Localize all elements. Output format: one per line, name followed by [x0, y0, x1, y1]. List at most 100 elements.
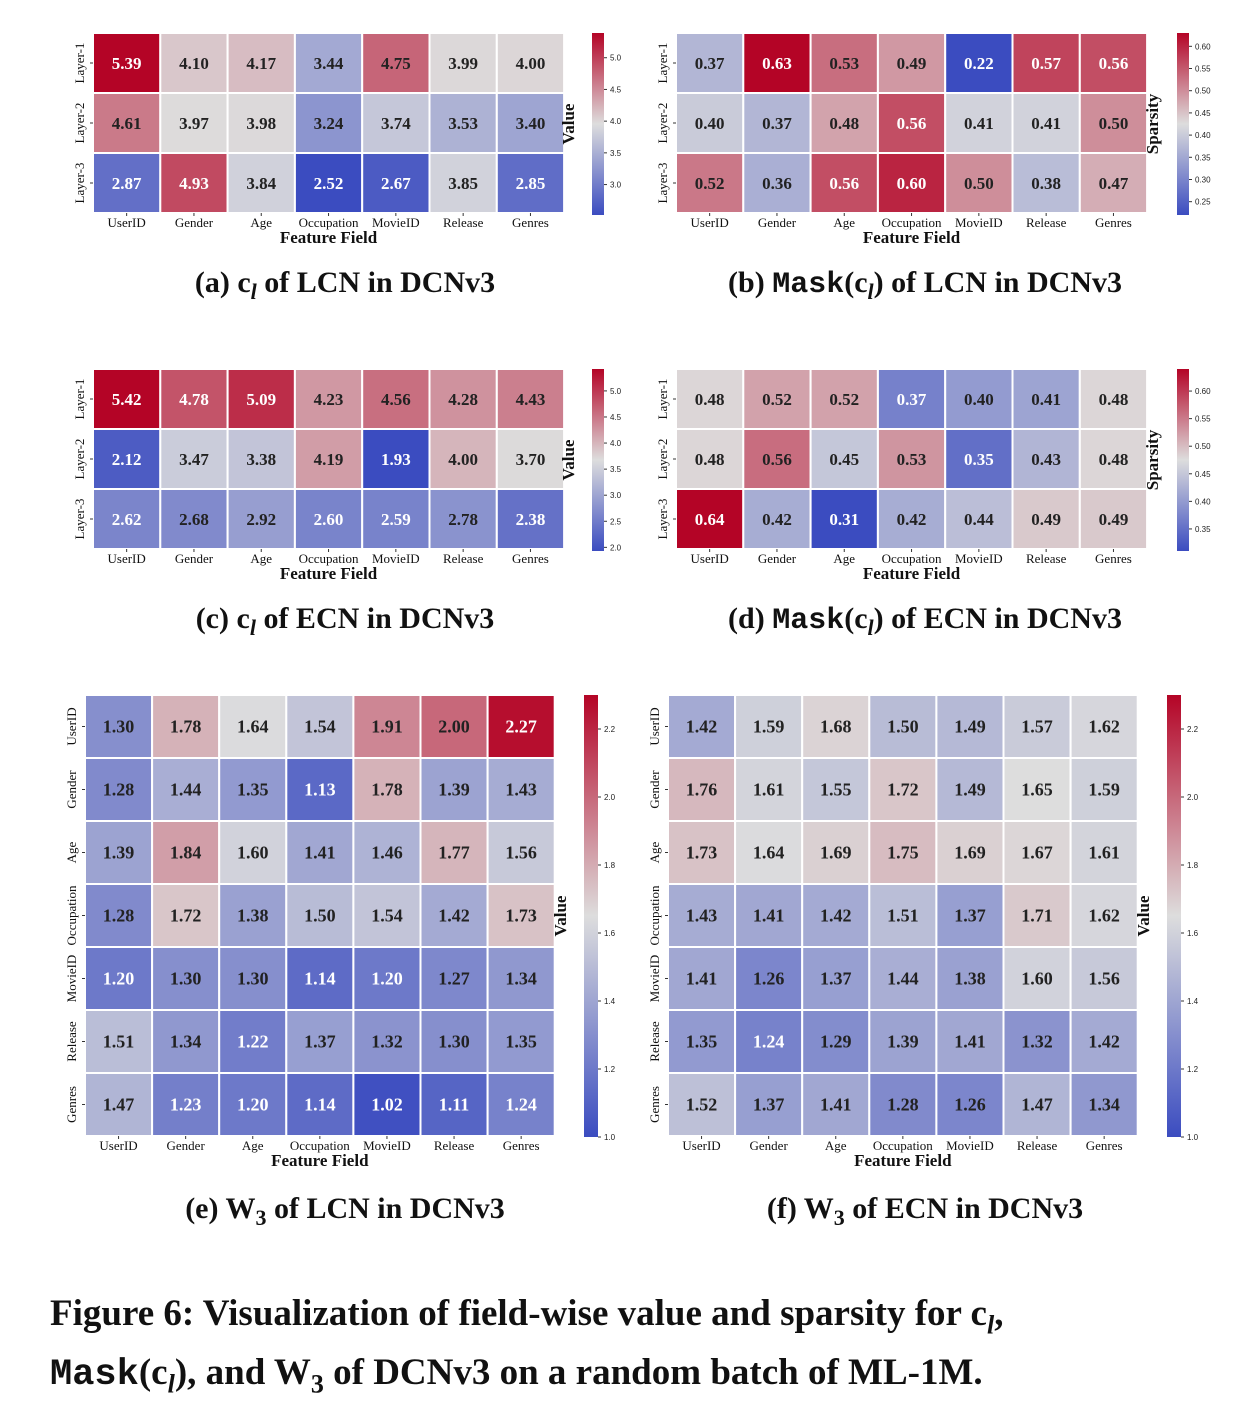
cell-value-label: 3.74: [381, 114, 411, 133]
cell-value-label: 1.72: [887, 780, 919, 800]
heatmap-cell: [742, 152, 812, 214]
cell-value-label: 1.23: [170, 1095, 202, 1115]
y-tick-label: Layer-1: [655, 379, 670, 420]
colorbar-tick-label: 0.60: [1195, 42, 1211, 51]
caption-b-mid: (c: [844, 266, 868, 299]
cell-value-label: 1.28: [103, 780, 135, 800]
cell-value-label: 2.60: [314, 510, 344, 529]
cell-value-label: 1.91: [371, 717, 403, 737]
heatmap-cell: [1069, 883, 1139, 948]
cell-value-label: 0.53: [829, 54, 859, 73]
caption-c-suffix: of ECN in DCNv3: [255, 602, 495, 635]
x-tick-label: Genres: [1095, 551, 1132, 566]
cell-value-label: 0.53: [897, 450, 927, 469]
cell-value-label: 1.43: [686, 906, 718, 926]
heatmap-cell: [419, 1009, 489, 1074]
cell-value-label: 1.44: [887, 969, 919, 989]
cell-value-label: 3.99: [448, 54, 478, 73]
cell-value-label: 1.30: [237, 969, 269, 989]
cell-value-label: 1.51: [103, 1032, 135, 1052]
colorbar-tick-label: 0.55: [1195, 415, 1211, 424]
x-tick-label: Gender: [167, 1138, 206, 1153]
cell-value-label: 1.39: [438, 780, 470, 800]
cell-value-label: 0.47: [1099, 174, 1129, 193]
heatmap-f: 1.42 1.59 1.68 1.50 1.49 1.57 1.62 1.76 1.61 1.55…: [647, 694, 1199, 1170]
heatmap-cell: [876, 428, 947, 490]
heatmap-cell: [419, 820, 489, 885]
cell-value-label: 1.47: [1021, 1095, 1053, 1115]
cell-value-label: 1.28: [103, 906, 135, 926]
caption-d-suffix: ) of ECN in DCNv3: [873, 602, 1122, 635]
cell-value-label: 1.78: [170, 717, 202, 737]
heatmap-cell: [151, 946, 221, 1011]
caption-e: (e) W3 of LCN in DCNv3: [20, 1192, 670, 1231]
cell-value-label: 0.49: [1099, 510, 1129, 529]
x-tick-label: MovieID: [372, 215, 420, 230]
cell-value-label: 0.64: [695, 510, 725, 529]
colorbar-tick-label: 3.0: [610, 491, 622, 500]
y-tick-label: Layer-3: [655, 163, 670, 204]
heatmap-cell: [151, 757, 221, 822]
y-tick-label: Layer-3: [72, 163, 87, 204]
heatmap-cell: [944, 368, 1014, 430]
cell-value-label: 3.70: [516, 450, 546, 469]
cell-value-label: 1.37: [954, 906, 986, 926]
cell-value-label: 1.62: [1088, 906, 1120, 926]
heatmap-cell: [218, 946, 288, 1011]
caption-d-mid: (c: [844, 602, 868, 635]
x-tick-label: UserID: [691, 551, 729, 566]
cell-value-label: 4.56: [381, 390, 411, 409]
heatmap-cell: [1002, 1009, 1072, 1074]
cell-value-label: 1.32: [1021, 1032, 1053, 1052]
colorbar-tick-label: 0.40: [1195, 131, 1211, 140]
cell-value-label: 3.40: [516, 114, 546, 133]
colorbar-tick-label: 0.35: [1195, 525, 1211, 534]
cell-value-label: 1.14: [304, 1095, 336, 1115]
cell-value-label: 1.49: [954, 780, 986, 800]
cell-value-label: 1.42: [1088, 1032, 1120, 1052]
colorbar-tick-label: 1.0: [1187, 1133, 1199, 1142]
x-tick-label: Genres: [1086, 1138, 1123, 1153]
cell-value-label: 0.48: [1099, 450, 1129, 469]
x-axis-title: Feature Field: [863, 228, 961, 247]
colorbar-tick-label: 1.0: [604, 1133, 616, 1142]
cell-value-label: 2.12: [112, 450, 142, 469]
cell-value-label: 0.41: [964, 114, 994, 133]
cell-value-label: 1.43: [505, 780, 537, 800]
cell-value-label: 0.44: [964, 510, 994, 529]
heatmap-cell: [285, 1009, 355, 1074]
colorbar-label: Value: [1134, 895, 1153, 936]
y-tick-label: UserID: [647, 707, 662, 745]
heatmap-cell: [667, 1009, 737, 1074]
cell-value-label: 0.36: [762, 174, 792, 193]
cell-value-label: 1.68: [820, 717, 852, 737]
figure-caption-part1: Figure 6: Visualization of field-wise va…: [50, 1293, 987, 1334]
colorbar-tick-label: 3.5: [610, 465, 622, 474]
cell-value-label: 5.39: [112, 54, 142, 73]
y-tick-label: Age: [64, 841, 79, 863]
heatmap-cell: [159, 428, 229, 490]
colorbar: [1177, 33, 1189, 215]
cell-value-label: 1.54: [304, 717, 336, 737]
cell-value-label: 1.69: [954, 843, 986, 863]
cell-value-label: 0.22: [964, 54, 994, 73]
y-tick-label: Layer-2: [72, 439, 87, 480]
x-tick-label: Gender: [758, 215, 797, 230]
x-tick-label: Genres: [512, 215, 549, 230]
caption-a-suffix: of LCN in DCNv3: [256, 266, 496, 299]
cell-value-label: 2.78: [448, 510, 478, 529]
heatmap-cell: [876, 488, 947, 550]
heatmap-b: 0.37 0.63 0.53 0.49 0.22 0.57 0.56 0.40 0.37 0.48…: [655, 32, 1211, 247]
cell-value-label: 1.30: [438, 1032, 470, 1052]
y-tick-label: Release: [647, 1021, 662, 1062]
heatmap-cell: [868, 757, 938, 822]
cell-value-label: 1.22: [237, 1032, 269, 1052]
cell-value-label: 0.43: [1031, 450, 1061, 469]
cell-value-label: 1.76: [686, 780, 718, 800]
cell-value-label: 2.87: [112, 174, 142, 193]
cell-value-label: 3.44: [314, 54, 344, 73]
heatmap-cell: [352, 1072, 422, 1137]
cell-value-label: 1.71: [1021, 906, 1053, 926]
cell-value-label: 4.75: [381, 54, 411, 73]
heatmap-cell: [1078, 488, 1149, 550]
